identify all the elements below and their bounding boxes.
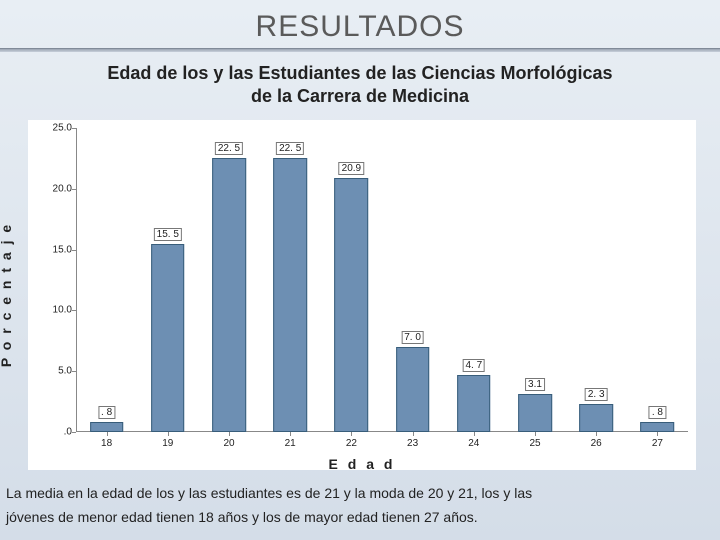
x-tick-label: 19 <box>162 438 173 449</box>
bar <box>335 178 369 432</box>
bar <box>273 158 307 432</box>
bars-container: . 8 15. 5 22. 5 22. 5 20.9 7. 0 4. 7 3.1 2. 3 . 8 <box>76 128 688 432</box>
bar-value-label: 22. 5 <box>215 142 243 155</box>
x-tick-label: 18 <box>101 438 112 449</box>
bar-value-label: 7. 0 <box>401 331 424 344</box>
bar-value-label: 20.9 <box>339 162 364 175</box>
x-tick-mark <box>657 432 658 436</box>
y-tick-label: 10.0 <box>36 305 72 316</box>
y-tick-mark <box>72 432 76 433</box>
x-tick-label: 24 <box>468 438 479 449</box>
bar-value-label: . 8 <box>649 406 666 419</box>
y-axis-label: P o r c e n t a j e <box>0 223 14 367</box>
bar-value-label: 15. 5 <box>154 228 182 241</box>
page-title: RESULTADOS <box>0 10 720 44</box>
bar-value-label: . 8 <box>98 406 115 419</box>
caption-text: La media en la edad de los y las estudia… <box>6 482 720 530</box>
subtitle-line-2: de la Carrera de Medicina <box>0 85 720 108</box>
slide: RESULTADOS Edad de los y las Estudiantes… <box>0 0 720 540</box>
x-tick-label: 22 <box>346 438 357 449</box>
y-tick-label: 20.0 <box>36 183 72 194</box>
bar <box>579 404 613 432</box>
x-tick-mark <box>474 432 475 436</box>
caption-line-1: La media en la edad de los y las estudia… <box>6 482 720 506</box>
bar-value-label: 22. 5 <box>276 142 304 155</box>
x-tick-label: 20 <box>223 438 234 449</box>
bar <box>396 347 430 432</box>
bar <box>457 375 491 432</box>
y-tick-label: 25.0 <box>36 123 72 134</box>
x-tick-label: 27 <box>652 438 663 449</box>
x-tick-mark <box>107 432 108 436</box>
caption-line-2: jóvenes de menor edad tienen 18 años y l… <box>6 506 720 530</box>
x-tick-mark <box>229 432 230 436</box>
subtitle-line-1: Edad de los y las Estudiantes de las Cie… <box>0 62 720 85</box>
bar <box>212 158 246 432</box>
x-tick-mark <box>413 432 414 436</box>
x-axis-label: E d a d <box>329 456 396 472</box>
x-tick-label: 26 <box>591 438 602 449</box>
bar <box>518 394 552 432</box>
x-tick-label: 21 <box>285 438 296 449</box>
x-tick-label: 23 <box>407 438 418 449</box>
x-tick-label: 25 <box>529 438 540 449</box>
plot-region: .05.010.015.020.025.0 . 815. 522. 522. 5… <box>76 128 688 432</box>
x-tick-mark <box>168 432 169 436</box>
bar <box>641 422 675 432</box>
x-tick-mark <box>351 432 352 436</box>
bar-value-label: 4. 7 <box>462 359 485 372</box>
x-tick-mark <box>535 432 536 436</box>
y-tick-label: 15.0 <box>36 244 72 255</box>
bar <box>90 422 124 432</box>
bar-value-label: 2. 3 <box>585 388 608 401</box>
title-underline <box>0 48 720 52</box>
y-tick-label: 5.0 <box>36 366 72 377</box>
x-tick-mark <box>290 432 291 436</box>
chart-area: P o r c e n t a j e .05.010.015.020.025.… <box>28 120 696 470</box>
bar <box>151 244 185 432</box>
y-tick-label: .0 <box>36 427 72 438</box>
chart-subtitle: Edad de los y las Estudiantes de las Cie… <box>0 62 720 107</box>
x-tick-mark <box>596 432 597 436</box>
bar-value-label: 3.1 <box>525 378 545 391</box>
